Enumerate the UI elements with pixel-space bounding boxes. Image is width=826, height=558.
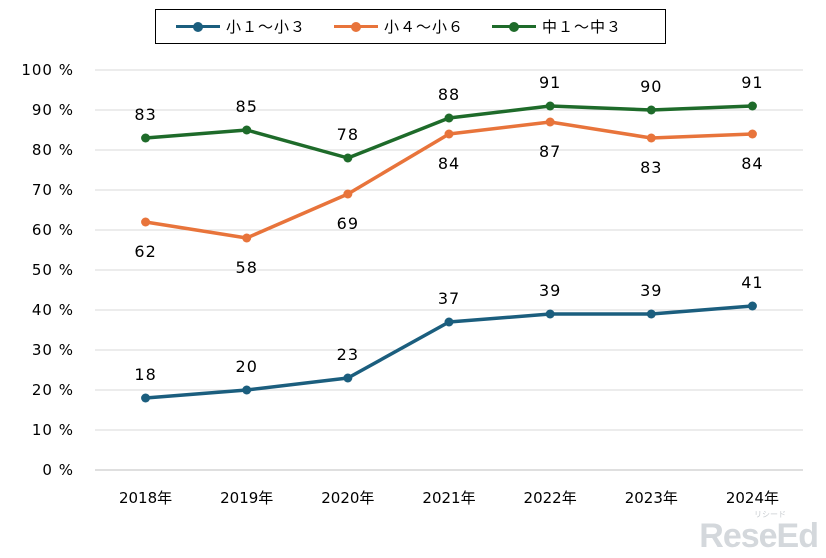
y-tick-label: 20 % xyxy=(32,381,74,399)
series-3-data-label: 90 xyxy=(640,77,662,96)
series-1-data-label: 18 xyxy=(134,365,156,384)
series-1-data-label: 20 xyxy=(236,357,258,376)
legend-marker-series-2 xyxy=(351,21,362,32)
series-3-data-label: 91 xyxy=(741,73,763,92)
series-2-point xyxy=(242,233,252,243)
x-tick-label: 2022年 xyxy=(524,489,577,507)
series-2-point xyxy=(343,189,353,199)
y-tick-label: 50 % xyxy=(32,261,74,279)
series-2-data-label: 87 xyxy=(539,142,561,161)
legend-label-series-3: 中１～中３ xyxy=(542,18,623,36)
legend-marker-series-3 xyxy=(509,21,520,32)
legend-item-series-1: 小１～小３ xyxy=(176,16,306,37)
series-2-data-label: 62 xyxy=(134,242,156,261)
series-2-data-label: 69 xyxy=(337,214,359,233)
legend-label-series-2: 小４～小６ xyxy=(384,18,465,36)
legend-swatch-series-3 xyxy=(492,21,537,32)
legend-label-series-1: 小１～小３ xyxy=(226,18,307,36)
y-tick-label: 90 % xyxy=(32,101,74,119)
x-tick-label: 2020年 xyxy=(321,489,374,507)
series-1-data-label: 41 xyxy=(741,273,763,292)
y-tick-label: 10 % xyxy=(32,421,74,439)
series-3-data-label: 85 xyxy=(236,97,258,116)
y-tick-label: 0 % xyxy=(42,461,74,479)
series-3-data-label: 78 xyxy=(337,125,359,144)
x-tick-label: 2019年 xyxy=(220,489,273,507)
series-2-point xyxy=(545,117,555,127)
series-1-data-label: 39 xyxy=(640,281,662,300)
series-1-point xyxy=(747,301,757,311)
x-tick-label: 2021年 xyxy=(422,489,475,507)
series-1-point xyxy=(343,373,353,383)
series-3-point xyxy=(747,101,757,111)
y-tick-label: 80 % xyxy=(32,141,74,159)
watermark-logo: ReseEd xyxy=(699,517,819,555)
watermark-subtext: リシード xyxy=(754,510,786,519)
legend-swatch-series-1 xyxy=(176,21,220,32)
x-tick-label: 2024年 xyxy=(726,489,779,507)
series-1-data-label: 39 xyxy=(539,281,561,300)
series-3-point xyxy=(444,113,454,123)
y-axis-ticks: 0 % 10 % 20 % 30 % 40 % 50 % 60 % 70 % 80 % 90 % 1… xyxy=(21,61,74,479)
series-line-2 xyxy=(145,120,753,240)
series-3-point xyxy=(343,153,353,163)
series-2-data-label: 84 xyxy=(438,154,460,173)
series-1-point xyxy=(242,385,252,395)
series-2-data-label: 58 xyxy=(236,258,258,277)
series-2-data-label: 84 xyxy=(741,154,763,173)
series-group xyxy=(141,101,757,403)
data-labels: 18 20 23 37 39 39 41 62 58 69 84 87 83 84 83 85 78 88 91 90… xyxy=(134,73,763,384)
series-1-point xyxy=(545,309,555,319)
legend-item-series-2: 小４～小６ xyxy=(334,16,464,37)
series-1-data-label: 37 xyxy=(438,289,460,308)
x-tick-label: 2023年 xyxy=(625,489,678,507)
y-tick-label: 40 % xyxy=(32,301,74,319)
y-tick-label: 30 % xyxy=(32,341,74,359)
series-1-point xyxy=(444,317,454,327)
series-3-data-label: 83 xyxy=(134,105,156,124)
series-2-point xyxy=(646,133,656,143)
y-tick-label: 100 % xyxy=(21,61,74,79)
series-3-point xyxy=(646,105,656,115)
series-3-data-label: 88 xyxy=(438,85,460,104)
series-2-point xyxy=(141,217,151,227)
series-2-point xyxy=(444,129,454,139)
legend-marker-series-1 xyxy=(193,21,203,32)
series-1-data-label: 23 xyxy=(337,345,359,364)
series-2-data-label: 83 xyxy=(640,158,662,177)
series-3-point xyxy=(545,101,555,111)
legend-swatch-series-2 xyxy=(334,21,379,32)
series-3-data-label: 91 xyxy=(539,73,561,92)
x-tick-label: 2018年 xyxy=(119,489,172,507)
legend: 小１～小３ 小４～小６ 中１～中３ xyxy=(155,9,666,44)
series-3-point xyxy=(141,133,151,143)
series-2-point xyxy=(747,129,757,139)
legend-item-series-3: 中１～中３ xyxy=(492,16,622,37)
y-tick-label: 70 % xyxy=(32,181,74,199)
y-tick-label: 60 % xyxy=(32,221,74,239)
series-1-point xyxy=(646,309,656,319)
series-1-point xyxy=(141,393,151,403)
series-3-point xyxy=(242,125,252,135)
x-axis-ticks: 2018年 2019年 2020年 2021年 2022年 2023年 2024年 xyxy=(119,489,779,507)
